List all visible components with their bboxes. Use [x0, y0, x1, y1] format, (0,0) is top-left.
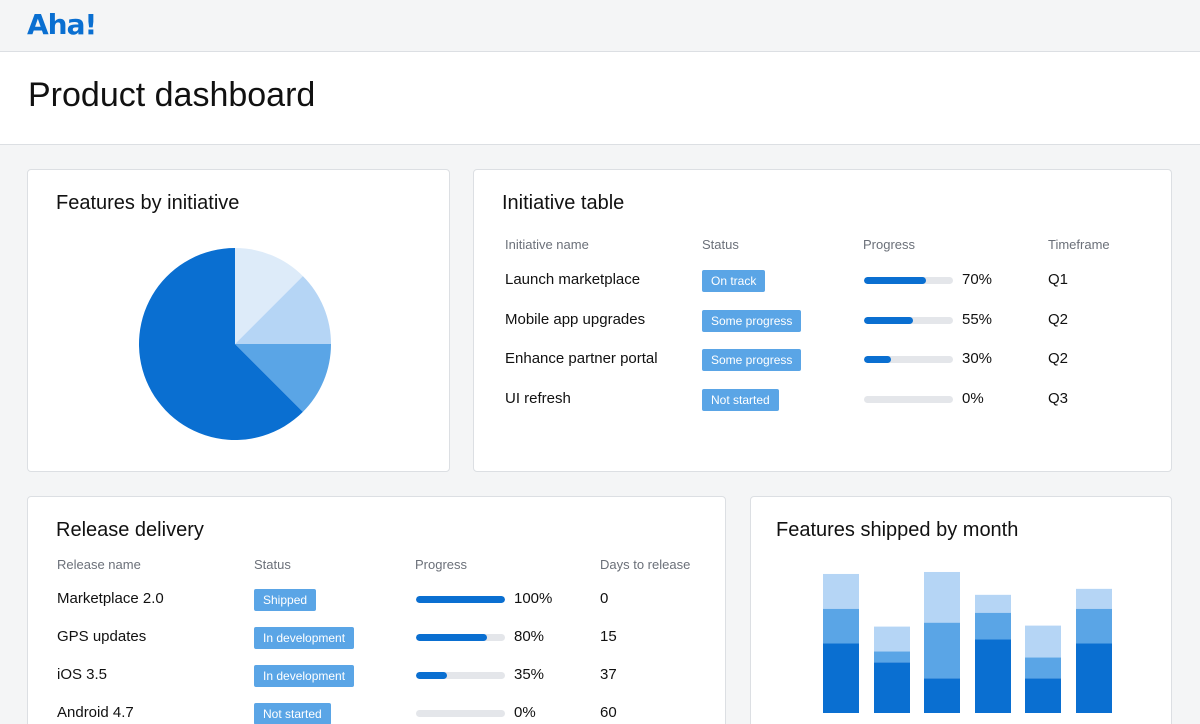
- timeframe: Q2: [1048, 350, 1069, 367]
- status-badge: Not started: [702, 388, 779, 411]
- column-header: Release name: [57, 557, 141, 572]
- bar-segment[interactable]: [1076, 643, 1112, 713]
- row-name[interactable]: Android 4.7: [57, 704, 134, 721]
- status-badge: Some progress: [702, 309, 802, 332]
- progress-bar-fill: [416, 672, 448, 679]
- top-bar: Aha!: [0, 0, 1200, 52]
- progress-bar-fill: [416, 634, 488, 641]
- status-badge: Some progress: [702, 349, 802, 371]
- days-to-release: 60: [600, 704, 617, 721]
- bar-segment[interactable]: [975, 594, 1011, 613]
- bar-segment[interactable]: [1076, 608, 1112, 644]
- progress-bar-fill: [864, 316, 913, 324]
- features-by-initiative-card: Features by initiative: [27, 169, 450, 472]
- features-shipped-card: Features shipped by month: [750, 496, 1172, 724]
- column-header: Progress: [863, 237, 916, 252]
- timeframe: Q3: [1048, 389, 1069, 407]
- timeframe: Q1: [1048, 271, 1069, 288]
- progress-value: 0%: [962, 389, 984, 407]
- bar-segment[interactable]: [1025, 625, 1061, 658]
- column-header: Status: [702, 237, 739, 252]
- card-title: Features shipped by month: [776, 519, 1019, 541]
- features-shipped-bar-chart: [823, 571, 1112, 713]
- timeframe: Q2: [1048, 310, 1069, 328]
- bar-segment[interactable]: [1025, 678, 1061, 713]
- row-name[interactable]: GPS updates: [57, 628, 147, 645]
- pie-slice[interactable]: [235, 344, 331, 412]
- progress-value: 100%: [514, 590, 553, 607]
- days-to-release: 15: [600, 628, 617, 645]
- features-by-initiative-pie-chart: [139, 248, 331, 440]
- bar-segment[interactable]: [924, 571, 960, 623]
- progress-bar: [864, 395, 953, 403]
- progress-bar: [416, 596, 505, 603]
- row-name[interactable]: UI refresh: [505, 389, 571, 407]
- progress-value: 0%: [514, 704, 536, 721]
- bar-segment[interactable]: [975, 612, 1011, 640]
- row-name[interactable]: Enhance partner portal: [505, 350, 658, 367]
- progress-bar: [416, 710, 505, 717]
- row-name[interactable]: Mobile app upgrades: [505, 310, 646, 328]
- column-header: Status: [254, 557, 291, 572]
- progress-bar: [416, 672, 505, 679]
- aha-logo[interactable]: Aha!: [27, 8, 97, 41]
- column-header: Initiative name: [505, 237, 589, 252]
- progress-bar-fill: [416, 596, 505, 603]
- page-header: Product dashboard: [0, 52, 1200, 145]
- card-title: Features by initiative: [56, 192, 240, 214]
- page-title: Product dashboard: [28, 76, 316, 114]
- pie-slice[interactable]: [235, 276, 331, 344]
- bar-segment[interactable]: [823, 573, 859, 609]
- row-name[interactable]: iOS 3.5: [57, 666, 108, 683]
- progress-value: 80%: [514, 628, 545, 645]
- pie-slice[interactable]: [235, 248, 303, 344]
- progress-bar-fill: [864, 356, 891, 363]
- status-badge: In development: [254, 627, 355, 649]
- progress-bar: [864, 356, 953, 363]
- progress-bar: [864, 316, 953, 324]
- bar-segment[interactable]: [874, 626, 910, 652]
- progress-bar: [416, 634, 505, 641]
- progress-bar-fill: [864, 277, 927, 284]
- bar-segment[interactable]: [874, 662, 910, 713]
- column-header: Progress: [415, 557, 468, 572]
- initiative-table-card: Initiative table Initiative name Status Pr…: [473, 169, 1172, 472]
- release-delivery-card: Release delivery Release name Status Progr…: [27, 496, 726, 724]
- progress-value: 30%: [962, 350, 993, 367]
- bar-segment[interactable]: [1076, 588, 1112, 609]
- status-badge: In development: [254, 665, 355, 687]
- days-to-release: 37: [600, 666, 617, 683]
- bar-segment[interactable]: [1025, 657, 1061, 679]
- card-title: Initiative table: [502, 192, 625, 214]
- progress-value: 55%: [962, 310, 993, 328]
- progress-bar: [864, 277, 953, 284]
- bar-segment[interactable]: [823, 643, 859, 713]
- status-badge: Shipped: [254, 589, 317, 611]
- bar-segment[interactable]: [823, 608, 859, 644]
- status-badge: Not started: [254, 703, 331, 724]
- progress-value: 35%: [514, 666, 545, 683]
- bar-segment[interactable]: [975, 639, 1011, 713]
- row-name[interactable]: Marketplace 2.0: [57, 590, 164, 607]
- card-title: Release delivery: [56, 519, 204, 541]
- pie-slice[interactable]: [139, 248, 303, 440]
- progress-value: 70%: [962, 271, 993, 288]
- bar-segment[interactable]: [874, 651, 910, 663]
- row-name[interactable]: Launch marketplace: [505, 271, 641, 288]
- column-header: Timeframe: [1048, 237, 1110, 252]
- column-header: Days to release: [600, 557, 691, 572]
- bar-segment[interactable]: [924, 678, 960, 713]
- days-to-release: 0: [600, 590, 609, 607]
- status-badge: On track: [702, 270, 766, 292]
- bar-segment[interactable]: [924, 622, 960, 679]
